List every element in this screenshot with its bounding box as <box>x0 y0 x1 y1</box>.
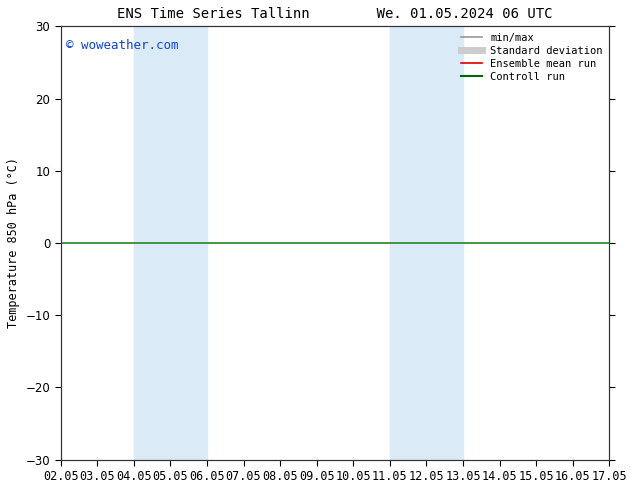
Legend: min/max, Standard deviation, Ensemble mean run, Controll run: min/max, Standard deviation, Ensemble me… <box>457 28 607 86</box>
Bar <box>427 26 463 460</box>
Bar <box>134 26 171 460</box>
Y-axis label: Temperature 850 hPa (°C): Temperature 850 hPa (°C) <box>7 157 20 328</box>
Text: © woweather.com: © woweather.com <box>66 39 179 52</box>
Title: ENS Time Series Tallinn        We. 01.05.2024 06 UTC: ENS Time Series Tallinn We. 01.05.2024 0… <box>117 7 553 21</box>
Bar <box>171 26 207 460</box>
Bar <box>390 26 427 460</box>
